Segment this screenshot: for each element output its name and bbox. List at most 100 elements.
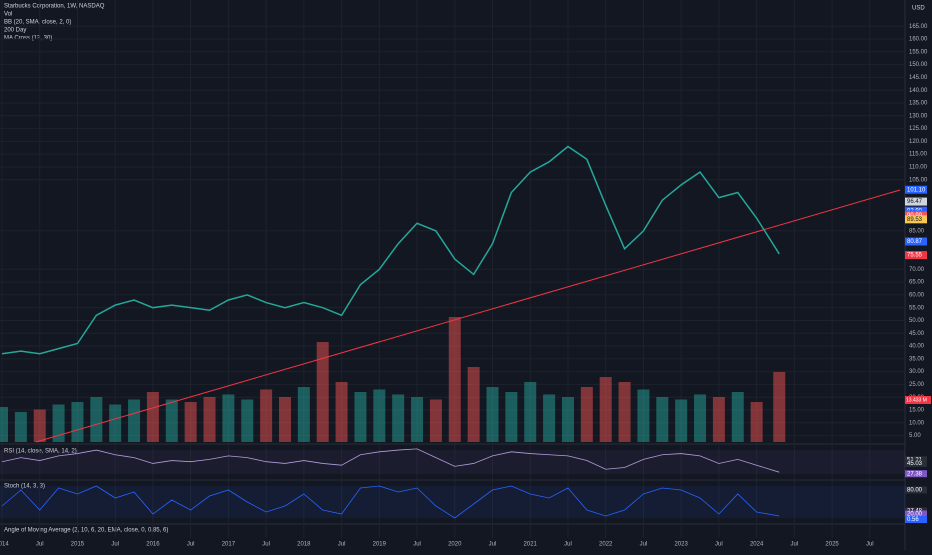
- volume-bar: [694, 394, 707, 442]
- volume-bar: [335, 382, 348, 442]
- y-tick-label: 60.00: [909, 292, 925, 298]
- stoch-tag: [905, 486, 927, 494]
- indicator-label: BB (20, SMA, close, 2, 0): [4, 20, 71, 26]
- indicator-label: 200 Day: [4, 28, 26, 34]
- x-tick-label: Jul: [489, 542, 497, 548]
- price-tag: [905, 215, 927, 224]
- price-tag: [905, 237, 927, 246]
- y-tick-label: 15.00: [909, 408, 925, 414]
- volume-bar: [260, 389, 273, 442]
- volume-bar: [297, 387, 310, 442]
- x-tick-label: Jul: [187, 542, 195, 548]
- volume-bar: [0, 407, 8, 442]
- x-tick-label: Jul: [640, 542, 648, 548]
- x-tick-label: 2015: [71, 542, 85, 548]
- volume-bar: [354, 392, 367, 442]
- price-tag: [905, 251, 927, 260]
- stoch-label: Stoch (14, 3, 3): [4, 484, 45, 490]
- stoch-tag-label: 80.00: [907, 488, 923, 494]
- x-tick-label: 2024: [750, 542, 764, 548]
- volume-bar: [580, 387, 593, 442]
- x-tick-label: 2019: [373, 542, 387, 548]
- volume-bar: [392, 394, 405, 442]
- y-tick-label: 145.00: [909, 75, 928, 81]
- rsi-tag: [905, 470, 927, 478]
- x-tick-label: 2014: [0, 542, 9, 548]
- volume-bar: [278, 397, 291, 442]
- currency: USD: [912, 6, 925, 12]
- x-tick-label: Jul: [866, 542, 874, 548]
- y-tick-label: 35.00: [909, 356, 925, 362]
- indicator-label: Vol: [4, 12, 12, 18]
- volume-bar: [146, 392, 159, 442]
- y-tick-label: 10.00: [909, 420, 925, 426]
- y-tick-label: 105.00: [909, 177, 928, 183]
- chart-title: Starbucks Corporation, 1W, NASDAQ: [4, 4, 105, 10]
- trendline: [35, 189, 901, 443]
- angle-label: Angle of Moving Average (2, 10, 6, 20, E…: [4, 528, 168, 534]
- volume-bar: [373, 389, 386, 442]
- rsi-tag-label: 27.38: [907, 471, 923, 477]
- volume-bar: [429, 399, 442, 442]
- price-line: [1, 145, 780, 355]
- x-tick-label: 2021: [524, 542, 538, 548]
- y-tick-label: 115.00: [909, 152, 928, 158]
- x-tick-label: Jul: [262, 542, 270, 548]
- volume-bar: [637, 389, 650, 442]
- volume-bar: [71, 402, 84, 442]
- volume-bar: [184, 402, 197, 442]
- volume-bar: [675, 399, 688, 442]
- y-tick-label: 160.00: [909, 37, 928, 43]
- volume-bar: [543, 394, 556, 442]
- volume-tag-label: 13.433 M: [906, 397, 927, 403]
- volume-bar: [505, 392, 518, 442]
- rsi-tag: [905, 459, 927, 467]
- price-tag-label: 89.53: [907, 217, 923, 223]
- volume-bar: [203, 397, 216, 442]
- volume-bar: [14, 412, 27, 442]
- y-tick-label: 45.00: [909, 331, 925, 337]
- rsi-tag-label: 45.03: [907, 461, 923, 467]
- x-tick-label: Jul: [564, 542, 572, 548]
- volume-bar: [52, 404, 65, 442]
- stoch-tag-label: 20.00: [907, 512, 923, 518]
- volume-bar: [90, 397, 103, 442]
- y-tick-label: 135.00: [909, 101, 928, 107]
- volume-bar: [712, 397, 725, 442]
- volume-tag: [905, 396, 931, 404]
- volume-bar: [411, 397, 424, 442]
- volume-bar: [109, 404, 122, 442]
- y-tick-label: 120.00: [909, 139, 928, 145]
- volume-bar: [33, 409, 46, 442]
- volume-bar: [599, 377, 612, 442]
- y-tick-label: 50.00: [909, 318, 925, 324]
- y-tick-label: 70.00: [909, 267, 925, 273]
- volume-bar: [561, 397, 574, 442]
- volume-bar: [448, 317, 461, 442]
- y-tick-label: 85.00: [909, 228, 925, 234]
- volume-bar: [773, 372, 786, 442]
- volume-bar: [128, 399, 141, 442]
- y-tick-label: 130.00: [909, 113, 928, 119]
- x-tick-label: 2016: [146, 542, 160, 548]
- stoch-band: [0, 486, 905, 518]
- x-tick-label: 2023: [674, 542, 688, 548]
- volume-bar: [656, 397, 669, 442]
- stoch-tag: [905, 510, 927, 518]
- volume-bar: [467, 367, 480, 442]
- price-tag-label: 96.47: [907, 199, 923, 205]
- volume-bar: [165, 399, 178, 442]
- y-tick-label: 140.00: [909, 88, 928, 94]
- angle-tag: [905, 516, 927, 523]
- y-tick-label: 165.00: [909, 24, 928, 30]
- x-tick-label: Jul: [338, 542, 346, 548]
- y-tick-label: 125.00: [909, 126, 928, 132]
- y-tick-label: 110.00: [909, 165, 928, 171]
- price-tag-label: 80.87: [907, 239, 923, 245]
- volume-bar: [618, 382, 631, 442]
- y-tick-label: 155.00: [909, 49, 928, 55]
- y-tick-label: 150.00: [909, 62, 928, 68]
- x-tick-label: Jul: [36, 542, 44, 548]
- y-tick-label: 40.00: [909, 344, 925, 350]
